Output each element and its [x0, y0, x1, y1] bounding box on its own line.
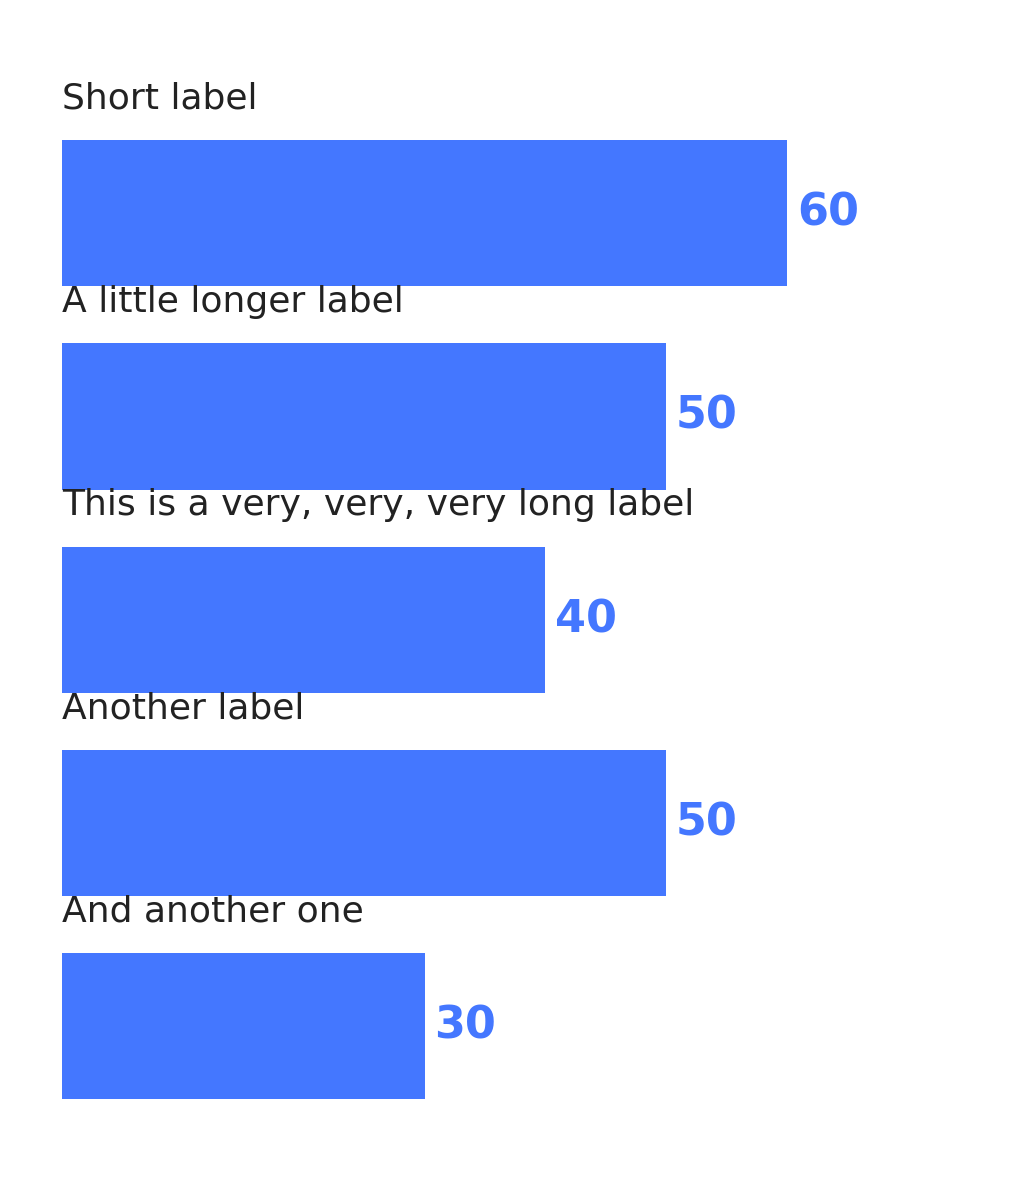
- Text: 30: 30: [434, 1005, 496, 1047]
- Bar: [62, 546, 546, 693]
- Text: Short label: Short label: [62, 82, 257, 116]
- Text: 50: 50: [676, 801, 738, 844]
- Text: A little longer label: A little longer label: [62, 285, 404, 319]
- Text: This is a very, very, very long label: This is a very, very, very long label: [62, 488, 695, 522]
- Bar: [62, 953, 424, 1099]
- Text: And another one: And another one: [62, 895, 363, 929]
- Text: Another label: Another label: [62, 691, 304, 726]
- Bar: [62, 749, 667, 896]
- Bar: [62, 139, 787, 286]
- Text: 40: 40: [555, 598, 617, 641]
- Bar: [62, 343, 667, 489]
- Text: 50: 50: [676, 395, 738, 439]
- Text: 60: 60: [797, 191, 859, 235]
